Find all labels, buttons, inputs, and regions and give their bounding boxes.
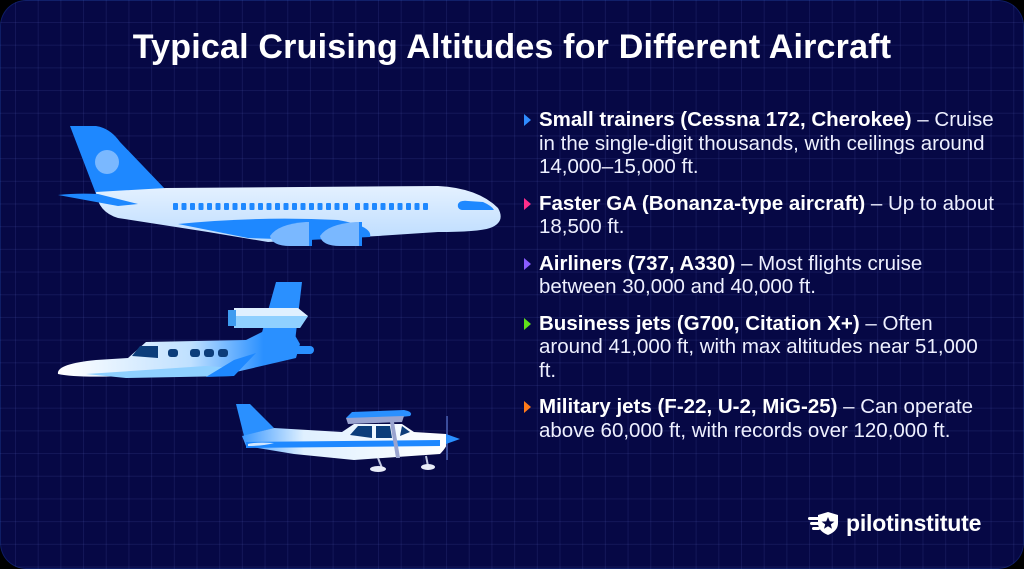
- bullet-arrow-icon: [524, 197, 531, 210]
- cessna-icon: [236, 404, 460, 472]
- item-description: – Can operate above 60,000 ft, with reco…: [539, 395, 974, 442]
- bullet-arrow-icon: [524, 257, 531, 270]
- item-description: – Up to about 18,500 ft.: [539, 191, 994, 239]
- page-title: Typical Cruising Altitudes for Different…: [132, 28, 892, 66]
- item-description: – Cruise in the single-digit thousands, …: [539, 108, 994, 178]
- item-heading: Small trainers (Cessna 172, Cherokee): [539, 108, 912, 131]
- winged-star-shield-icon: [808, 512, 838, 535]
- item-heading: Faster GA (Bonanza-type aircraft): [539, 191, 866, 215]
- list-item-business-jets: Business jets (G700, Citation X+) – Ofte…: [524, 312, 994, 383]
- list-item-faster-ga: Faster GA (Bonanza-type aircraft) – Up t…: [524, 192, 994, 239]
- altitude-list: Small trainers (Cessna 172, Cherokee) – …: [524, 108, 994, 455]
- list-item-airliners: Airliners (737, A330) – Most flights cru…: [524, 252, 994, 299]
- item-heading: Business jets (G700, Citation X+): [539, 311, 860, 335]
- bullet-arrow-icon: [524, 317, 531, 330]
- item-heading: Airliners (737, A330): [539, 251, 736, 275]
- bullet-arrow-icon: [524, 401, 531, 413]
- item-heading: Military jets (F-22, U-2, MiG-25): [539, 395, 838, 418]
- brand-logo: pilotinstitute: [808, 508, 981, 538]
- airliner-icon: [58, 126, 501, 246]
- item-description: – Often around 41,000 ft, with max altit…: [539, 311, 978, 382]
- item-description: – Most flights cruise between 30,000 and…: [539, 251, 923, 299]
- bullet-arrow-icon: [524, 114, 531, 126]
- brand-name: pilotinstitute: [846, 509, 982, 536]
- list-item-military-jets: Military jets (F-22, U-2, MiG-25) – Can …: [524, 395, 994, 442]
- list-item-small-trainers: Small trainers (Cessna 172, Cherokee) – …: [524, 108, 994, 179]
- business-jet-icon: [57, 282, 314, 378]
